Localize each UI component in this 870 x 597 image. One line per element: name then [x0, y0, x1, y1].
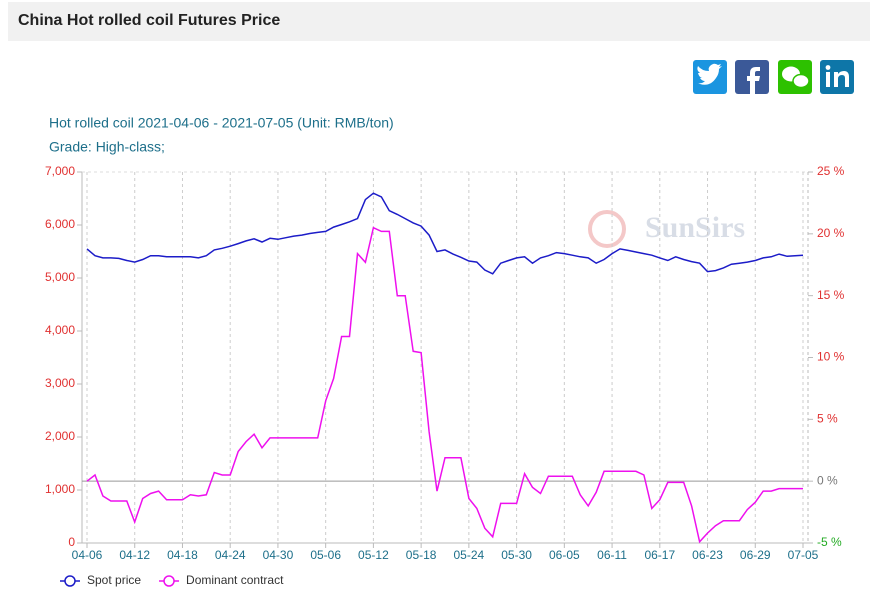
y-tick-label: 2,000 [45, 429, 75, 443]
legend-label: Dominant contract [186, 573, 284, 587]
x-tick-label: 04-12 [119, 548, 150, 562]
y-tick-label: 7,000 [45, 164, 75, 178]
y-tick-label: 4,000 [45, 323, 75, 337]
y-tick-label: 6,000 [45, 217, 75, 231]
twitter-glyph [697, 63, 722, 85]
x-tick-label: 06-29 [740, 548, 771, 562]
x-tick-label: 04-06 [72, 548, 103, 562]
y2-tick-label: 10 % [817, 350, 845, 364]
share-icons [693, 60, 854, 94]
y2-tick-label: 25 % [817, 164, 845, 178]
linkedin-glyph [834, 71, 849, 87]
y-tick-label: 5,000 [45, 270, 75, 284]
x-tick-label: 07-05 [788, 548, 819, 562]
chart-title: Hot rolled coil 2021-04-06 - 2021-07-05 … [49, 115, 394, 131]
x-tick-label: 04-30 [263, 548, 294, 562]
x-tick-label: 06-05 [549, 548, 580, 562]
x-tick-label: 05-18 [406, 548, 437, 562]
x-tick-label: 06-17 [644, 548, 675, 562]
y2-tick-label: 20 % [817, 226, 845, 240]
legend-marker [163, 575, 175, 587]
series-line [86, 192, 804, 275]
x-tick-label: 06-11 [597, 548, 627, 562]
x-tick-label: 06-23 [692, 548, 723, 562]
series-line [86, 226, 803, 544]
watermark: SunSirs [645, 211, 745, 244]
legend-marker [64, 575, 76, 587]
y2-tick-label: -5 % [817, 535, 842, 549]
header-bar: China Hot rolled coil Futures Price [8, 2, 870, 41]
facebook-glyph [747, 67, 760, 94]
x-tick-label: 04-24 [215, 548, 246, 562]
y2-tick-label: 0 % [817, 473, 838, 487]
y2-tick-label: 5 % [817, 412, 838, 426]
linkedin-glyph [825, 65, 831, 70]
y2-tick-label: 15 % [817, 288, 845, 302]
y-tick-label: 1,000 [45, 482, 75, 496]
wechat-glyph [792, 73, 810, 89]
legend-label: Spot price [87, 573, 141, 587]
y-tick-label: 0 [68, 535, 75, 549]
x-tick-label: 05-12 [358, 548, 389, 562]
chart-subtitle: Grade: High-class; [49, 139, 165, 155]
page-title: China Hot rolled coil Futures Price [18, 12, 281, 29]
x-tick-label: 04-18 [167, 548, 198, 562]
x-tick-label: 05-30 [501, 548, 532, 562]
x-tick-label: 05-06 [310, 548, 341, 562]
watermark-logo [588, 210, 626, 248]
y-tick-label: 3,000 [45, 376, 75, 390]
linkedin-glyph [826, 72, 830, 87]
x-tick-label: 05-24 [454, 548, 485, 562]
